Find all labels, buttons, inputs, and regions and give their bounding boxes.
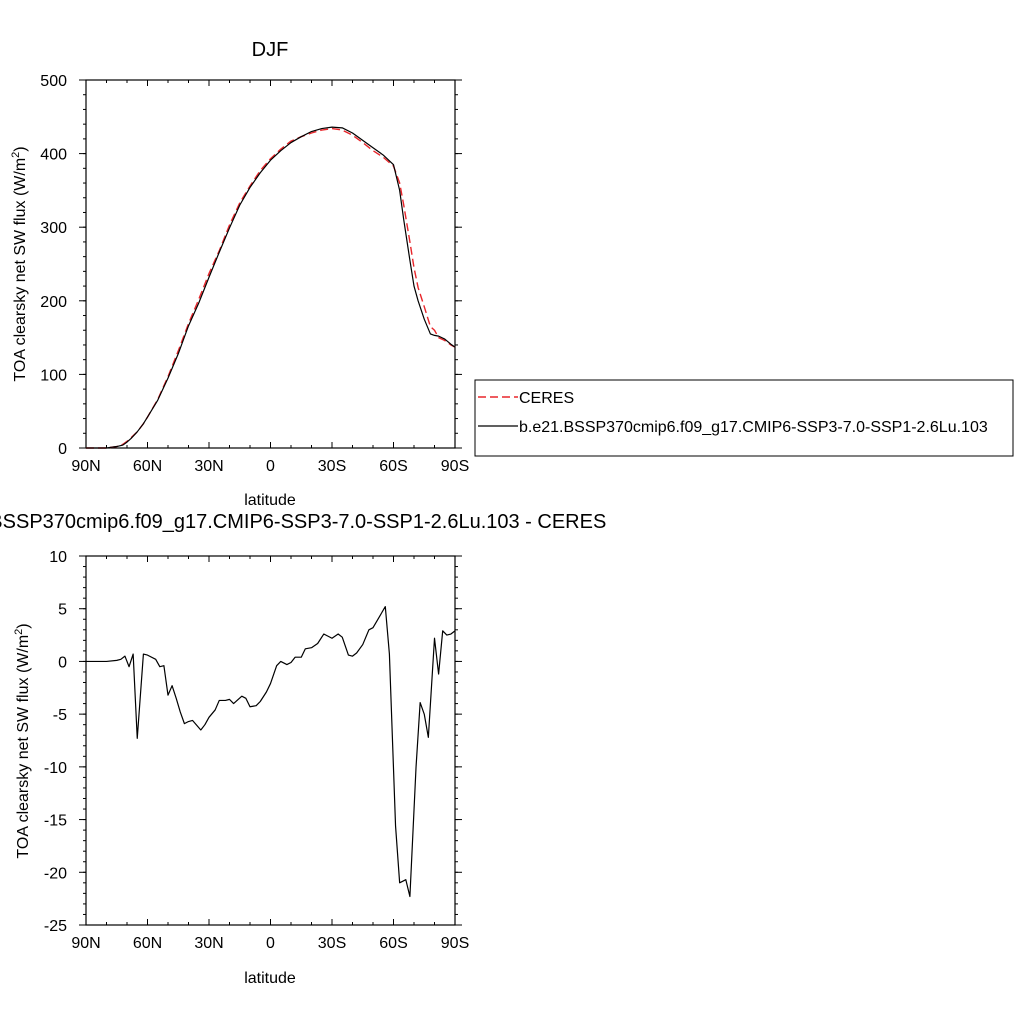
panel-top-chart: DJF 90N 60N 30N 0 30S 60S 90S 0 100 200 300 400 500… bbox=[10, 39, 1014, 509]
legend-label-ceres: CERES bbox=[519, 390, 574, 407]
legend-box bbox=[474, 379, 1014, 457]
y-tick-label: -20 bbox=[44, 865, 67, 882]
x-tick-label: 90S bbox=[441, 458, 469, 475]
x-tick-label: 60S bbox=[379, 935, 407, 952]
y-tick-label: 0 bbox=[58, 441, 67, 458]
bottom-y-axis-label-close: ) bbox=[15, 623, 32, 628]
top-y-axis-label-main: TOA clearsky net SW flux (W/m bbox=[12, 158, 29, 382]
x-tick-label: 30S bbox=[318, 935, 346, 952]
top-chart-title: DJF bbox=[252, 39, 289, 61]
top-plot-frame bbox=[85, 79, 456, 449]
y-tick-label: 5 bbox=[58, 602, 67, 619]
x-tick-label: 90N bbox=[71, 935, 100, 952]
bottom-chart-title: b.e21.BSSP370cmip6.f09_g17.CMIP6-SSP3-7.… bbox=[0, 511, 606, 533]
x-tick-label: 60N bbox=[133, 458, 162, 475]
x-tick-label: 60S bbox=[379, 458, 407, 475]
y-tick-label: -25 bbox=[44, 918, 67, 935]
bottom-y-axis-label-superscript: 2 bbox=[13, 629, 25, 635]
top-y-axis-label-superscript: 2 bbox=[10, 152, 22, 158]
y-tick-label: -15 bbox=[44, 813, 67, 830]
series-line-difference bbox=[86, 606, 456, 898]
x-tick-label: 90S bbox=[441, 935, 469, 952]
x-tick-label: 60N bbox=[133, 935, 162, 952]
series-line-model bbox=[86, 126, 456, 449]
x-tick-label: 0 bbox=[266, 935, 275, 952]
x-tick-label: 30N bbox=[194, 458, 223, 475]
y-tick-label: 100 bbox=[40, 367, 67, 384]
bottom-series-lines bbox=[86, 606, 456, 898]
y-tick-label: -5 bbox=[53, 707, 67, 724]
x-tick-label: 30N bbox=[194, 935, 223, 952]
bottom-x-axis-label: latitude bbox=[244, 970, 296, 987]
x-tick-label: 90N bbox=[71, 458, 100, 475]
y-tick-label: 400 bbox=[40, 147, 67, 164]
y-tick-label: 300 bbox=[40, 220, 67, 237]
series-line-ceres bbox=[86, 127, 456, 449]
bottom-plot-frame bbox=[85, 555, 456, 926]
y-tick-label: 10 bbox=[49, 549, 67, 566]
top-y-tick-labels: 0 100 200 300 400 500 bbox=[40, 73, 67, 458]
x-tick-label: 0 bbox=[266, 458, 275, 475]
panel-bottom-chart: b.e21.BSSP370cmip6.f09_g17.CMIP6-SSP3-7.… bbox=[0, 511, 606, 987]
y-tick-label: 0 bbox=[58, 654, 67, 671]
bottom-axis-ticks bbox=[79, 555, 462, 926]
bottom-y-axis-label-main: TOA clearsky net SW flux (W/m bbox=[15, 635, 32, 859]
top-x-tick-labels: 90N 60N 30N 0 30S 60S 90S bbox=[71, 458, 469, 475]
y-tick-label: -10 bbox=[44, 760, 67, 777]
bottom-y-axis-label: TOA clearsky net SW flux (W/m2) bbox=[13, 623, 32, 858]
top-axis-ticks bbox=[79, 79, 462, 449]
top-legend: CERES b.e21.BSSP370cmip6.f09_g17.CMIP6-S… bbox=[474, 379, 1014, 457]
y-tick-label: 500 bbox=[40, 73, 67, 90]
top-y-axis-label: TOA clearsky net SW flux (W/m2) bbox=[10, 146, 29, 381]
bottom-y-tick-labels: -25 -20 -15 -10 -5 0 5 10 bbox=[44, 549, 67, 935]
bottom-x-tick-labels: 90N 60N 30N 0 30S 60S 90S bbox=[71, 935, 469, 952]
legend-label-model: b.e21.BSSP370cmip6.f09_g17.CMIP6-SSP3-7.… bbox=[519, 419, 988, 436]
top-y-axis-label-close: ) bbox=[12, 146, 29, 151]
x-tick-label: 30S bbox=[318, 458, 346, 475]
top-series-lines bbox=[86, 126, 456, 449]
y-tick-label: 200 bbox=[40, 294, 67, 311]
top-x-axis-label: latitude bbox=[244, 492, 296, 509]
